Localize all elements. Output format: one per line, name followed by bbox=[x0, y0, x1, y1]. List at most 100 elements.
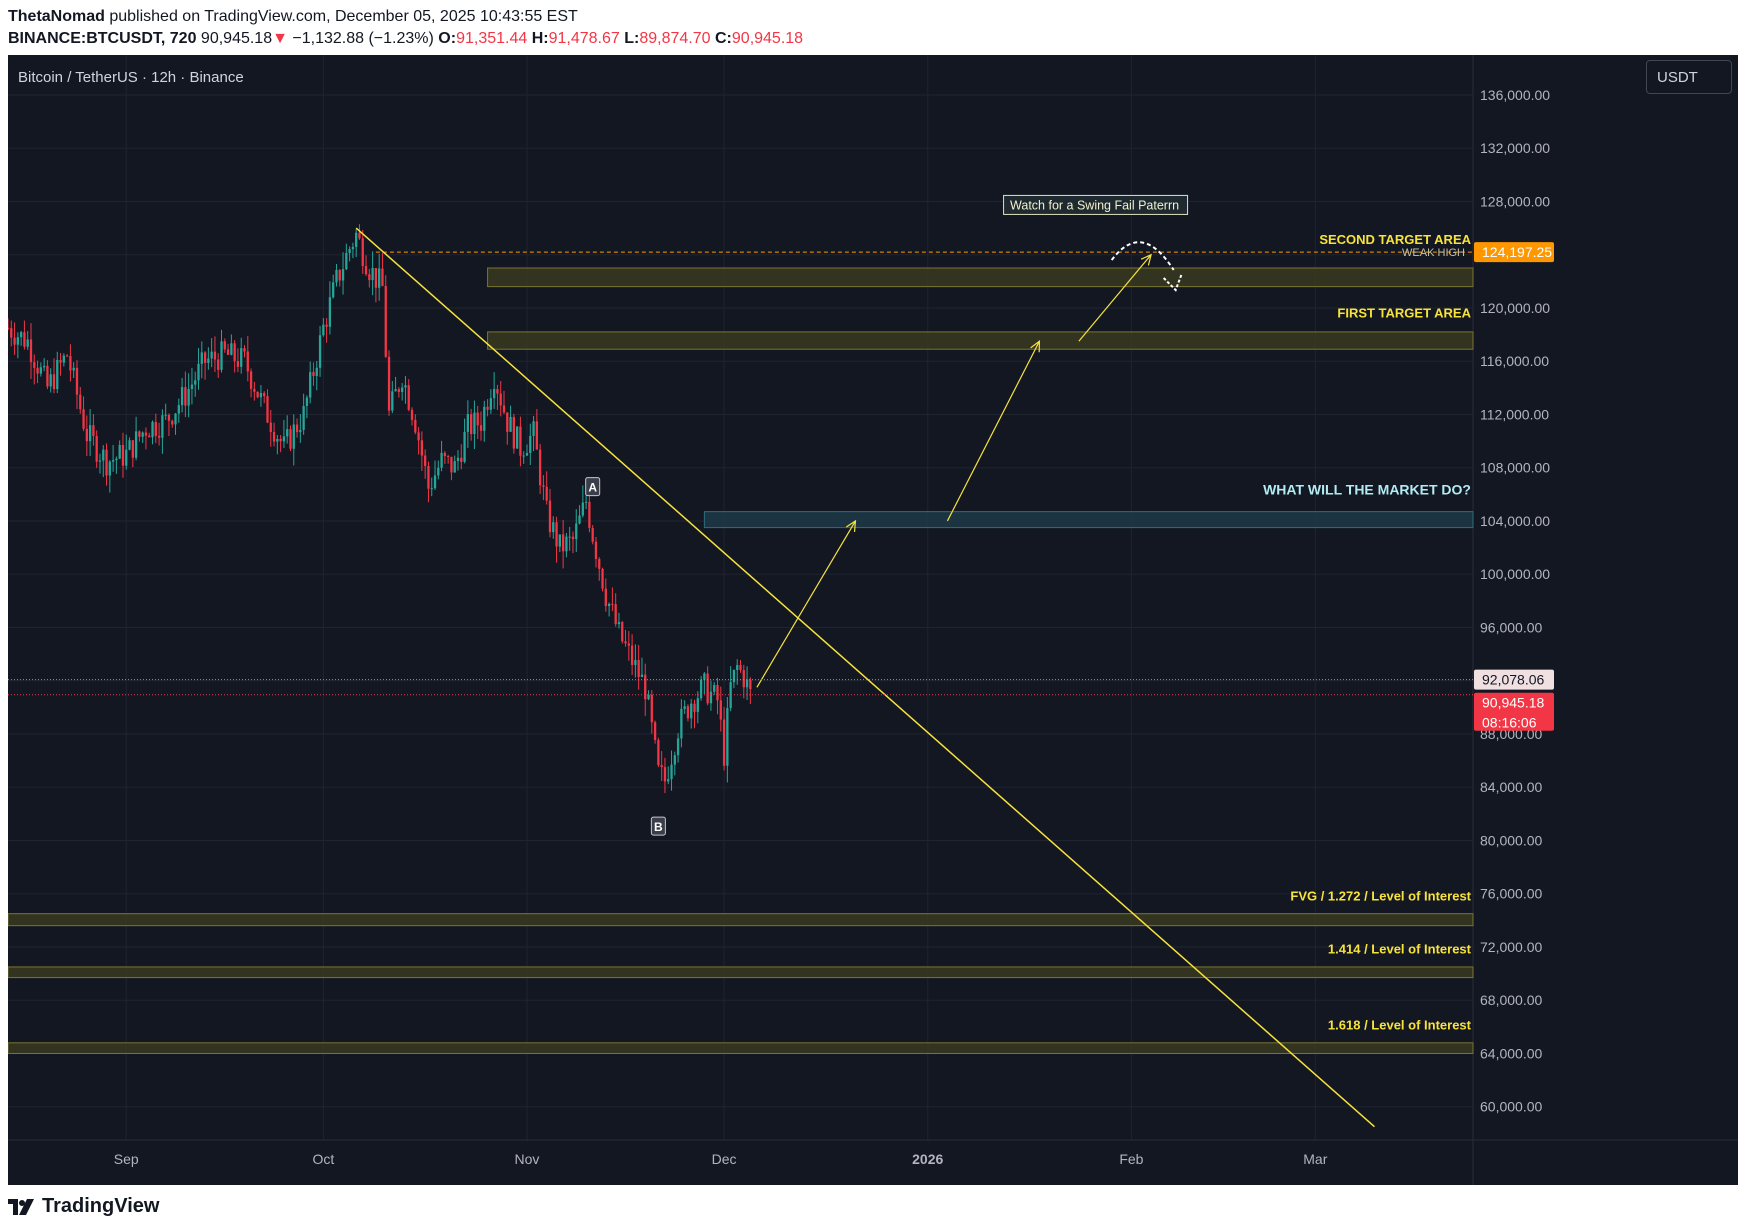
low-label: L: bbox=[624, 30, 640, 47]
candle bbox=[729, 682, 732, 709]
candle bbox=[387, 356, 391, 411]
candle bbox=[568, 536, 571, 538]
candle bbox=[75, 367, 79, 395]
zone-label: 1.414 / Level of Interest bbox=[1328, 942, 1472, 957]
candle bbox=[364, 266, 368, 275]
brand-name: TradingView bbox=[42, 1195, 160, 1217]
candle bbox=[565, 536, 568, 552]
candle bbox=[167, 414, 171, 421]
open-label: O: bbox=[438, 30, 457, 47]
candle bbox=[502, 405, 506, 413]
candle bbox=[279, 438, 282, 442]
candle bbox=[345, 253, 348, 270]
candle bbox=[407, 385, 410, 410]
candle bbox=[519, 426, 522, 456]
candle bbox=[341, 269, 345, 281]
high-label: H: bbox=[531, 30, 549, 47]
candle bbox=[433, 475, 437, 489]
candle bbox=[292, 424, 295, 449]
candle bbox=[598, 558, 601, 569]
candle bbox=[650, 694, 653, 723]
candle bbox=[624, 641, 627, 644]
candle bbox=[33, 362, 36, 368]
candle bbox=[154, 421, 157, 436]
candle bbox=[62, 355, 65, 363]
candle bbox=[578, 515, 581, 524]
candle bbox=[13, 337, 16, 345]
candle bbox=[361, 238, 364, 267]
candle bbox=[269, 422, 272, 433]
candle bbox=[335, 269, 338, 283]
candle bbox=[647, 694, 650, 700]
currency-button[interactable]: USDT bbox=[1646, 60, 1732, 94]
y-tick-label: 72,000.00 bbox=[1480, 939, 1542, 955]
candle bbox=[499, 393, 502, 406]
candle bbox=[414, 419, 417, 433]
close-value: 90,945.18 bbox=[731, 30, 804, 47]
candle bbox=[226, 349, 230, 355]
candle bbox=[745, 679, 749, 688]
candle bbox=[325, 324, 328, 327]
candle bbox=[49, 374, 52, 387]
candle bbox=[42, 365, 46, 368]
candle bbox=[686, 706, 690, 719]
wave-label: B bbox=[654, 820, 663, 834]
candle bbox=[584, 501, 588, 503]
candle bbox=[115, 458, 118, 461]
change-arrow-icon: ▼ bbox=[272, 30, 288, 47]
candle bbox=[157, 435, 161, 438]
candle bbox=[72, 367, 75, 371]
candle bbox=[374, 268, 378, 288]
candle bbox=[466, 414, 470, 432]
candle bbox=[535, 421, 538, 450]
candle bbox=[46, 365, 49, 387]
y-tick-label: 120,000.00 bbox=[1480, 300, 1550, 316]
candle bbox=[16, 337, 20, 345]
candle bbox=[558, 534, 561, 547]
candle bbox=[174, 413, 177, 425]
chart-background bbox=[8, 55, 1738, 1185]
downtrend-line bbox=[355, 227, 1375, 1128]
candle bbox=[676, 738, 680, 756]
candle bbox=[184, 387, 187, 406]
candle bbox=[328, 297, 332, 327]
candle bbox=[19, 332, 23, 338]
candle bbox=[223, 341, 226, 350]
y-tick-label: 100,000.00 bbox=[1480, 566, 1550, 582]
price-chart[interactable]: 136,000.00132,000.00128,000.00124,000.00… bbox=[8, 55, 1738, 1185]
candle bbox=[486, 406, 489, 410]
candle bbox=[571, 536, 575, 540]
candle bbox=[144, 432, 148, 436]
candle bbox=[644, 674, 647, 700]
candle bbox=[404, 385, 407, 388]
candle bbox=[634, 660, 637, 665]
candle bbox=[611, 603, 614, 605]
candle bbox=[26, 339, 29, 347]
candle bbox=[621, 622, 624, 642]
candle bbox=[276, 438, 279, 442]
prev-close-tag-text: 92,078.06 bbox=[1482, 672, 1544, 688]
candle bbox=[384, 285, 387, 357]
candle bbox=[401, 387, 404, 392]
candle bbox=[443, 452, 447, 457]
zone-label: 1.618 / Level of Interest bbox=[1328, 1018, 1472, 1033]
y-tick-label: 64,000.00 bbox=[1480, 1045, 1542, 1061]
arrow-head-icon bbox=[1140, 253, 1152, 266]
candle bbox=[424, 455, 427, 466]
author-name[interactable]: ThetaNomad bbox=[8, 8, 105, 25]
tradingview-logo[interactable]: TradingView bbox=[8, 1195, 159, 1218]
candle bbox=[726, 708, 729, 766]
x-tick-label: Mar bbox=[1303, 1151, 1327, 1167]
candle bbox=[709, 691, 713, 704]
candle bbox=[515, 426, 519, 449]
y-tick-label: 116,000.00 bbox=[1480, 353, 1549, 369]
candle bbox=[492, 389, 496, 399]
countdown-timer: 08:16:06 bbox=[1482, 715, 1537, 731]
candle bbox=[653, 722, 657, 740]
candle bbox=[552, 522, 555, 533]
candle bbox=[716, 685, 719, 701]
candle bbox=[627, 643, 630, 646]
y-tick-label: 60,000.00 bbox=[1480, 1099, 1542, 1115]
candle bbox=[588, 501, 591, 528]
candle bbox=[489, 398, 493, 410]
